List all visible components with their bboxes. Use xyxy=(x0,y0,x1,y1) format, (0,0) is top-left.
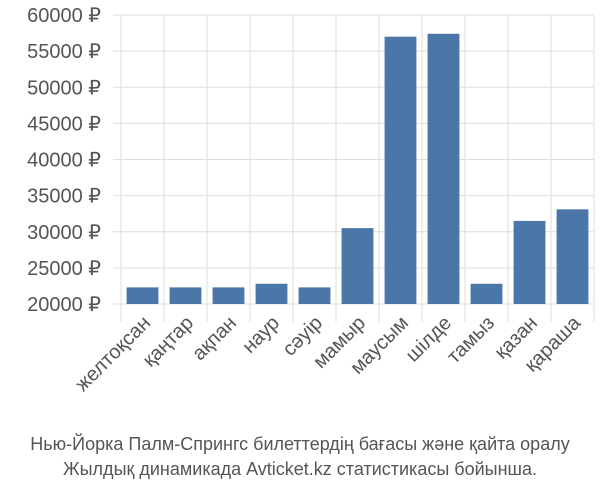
y-tick-label: 25000 ₽ xyxy=(27,258,101,280)
bar-chart: 20000 ₽ 25000 ₽ 30000 ₽ 35000 ₽ 40000 ₽ 45000… xyxy=(27,5,595,396)
x-tick-label: наур xyxy=(238,312,284,358)
bar-2 xyxy=(212,287,245,304)
y-tick-label: 40000 ₽ xyxy=(27,150,101,172)
chart-area: 20000 ₽ 25000 ₽ 30000 ₽ 35000 ₽ 40000 ₽ 45000… xyxy=(27,5,595,396)
bar-1 xyxy=(169,287,202,304)
bar-8 xyxy=(470,283,503,304)
y-tick-label: 35000 ₽ xyxy=(27,186,101,208)
x-tick-label: ақпан xyxy=(188,312,241,365)
y-tick-label: 50000 ₽ xyxy=(27,77,101,99)
x-tick-label: тамыз xyxy=(443,312,499,368)
bar-3 xyxy=(255,283,288,304)
y-tick-label: 60000 ₽ xyxy=(27,5,101,27)
bar-9 xyxy=(513,220,546,304)
bar-10 xyxy=(556,209,589,304)
bar-0 xyxy=(126,287,159,304)
bar-6 xyxy=(384,36,417,305)
y-tick-label: 20000 ₽ xyxy=(27,294,101,316)
bar-7 xyxy=(427,33,460,304)
y-tick-label: 30000 ₽ xyxy=(27,222,101,244)
caption-line-2: Жылдық динамикада Avticket.kz статистика… xyxy=(63,459,537,479)
y-tick-label: 45000 ₽ xyxy=(27,113,101,135)
bar-5 xyxy=(341,228,374,304)
caption-line-1: Нью-Йорка Палм-Спрингс билеттердің бағас… xyxy=(30,434,570,454)
y-tick-label: 55000 ₽ xyxy=(27,41,101,63)
bar-4 xyxy=(298,287,331,304)
